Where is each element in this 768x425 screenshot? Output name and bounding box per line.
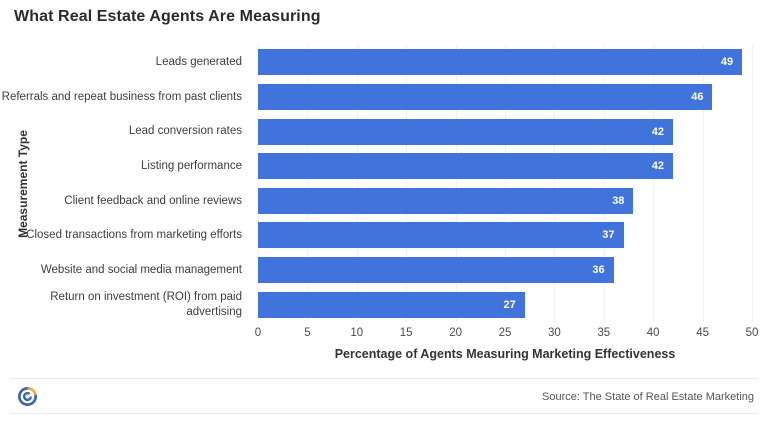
category-label: Client feedback and online reviews: [64, 194, 242, 207]
bar-value-label: 42: [651, 125, 664, 138]
bar: 42: [258, 153, 673, 180]
gridline: [258, 45, 259, 322]
x-tick-label: 5: [304, 327, 311, 339]
bar: 49: [258, 49, 743, 76]
bar-value-label: 46: [691, 90, 704, 103]
x-axis-title: Percentage of Agents Measuring Marketing…: [334, 347, 676, 361]
bar-row: Listing performance 42: [0, 149, 752, 184]
x-tick-label: 15: [399, 327, 413, 339]
bar-value-label: 49: [720, 56, 734, 69]
category-label: Return on investment (ROI) from paid adv…: [50, 291, 242, 318]
chart-title: What Real Estate Agents Are Measuring: [14, 8, 321, 25]
gridlines: [258, 45, 753, 322]
bar-value-label: 36: [592, 264, 605, 277]
bar-rows: Leads generated 49 Referrals and repeat bu…: [0, 45, 752, 322]
bar-row: Client feedback and online reviews 38: [0, 184, 752, 219]
bar-track: 36: [258, 257, 752, 284]
bar-track: 42: [258, 118, 752, 145]
footer-bottom-divider: [10, 413, 758, 414]
bar: 27: [258, 291, 525, 318]
bar: 42: [258, 118, 673, 145]
x-tick-label: 40: [646, 327, 660, 339]
source-text: Source: The State of Real Estate Marketi…: [542, 391, 754, 403]
brand-logo-icon: [18, 387, 37, 406]
category-label: Listing performance: [141, 160, 242, 172]
category-label: Closed transactions from marketing effor…: [26, 229, 242, 242]
gridline: [455, 45, 457, 322]
gridline: [702, 45, 704, 322]
x-tick-label: 45: [696, 327, 709, 339]
gridline: [603, 45, 605, 322]
bar-value-label: 37: [602, 229, 615, 242]
bar-row: Referrals and repeat business from past …: [0, 80, 752, 115]
bar: 46: [258, 83, 713, 110]
bar-track: 27: [258, 291, 752, 318]
gridline: [653, 45, 655, 322]
x-tick-label: 35: [597, 327, 611, 339]
bar-track: 49: [258, 49, 752, 76]
x-tick-label: 50: [745, 327, 759, 339]
bar-row: Leads generated 49: [0, 45, 752, 80]
x-tick-label: 30: [547, 327, 561, 339]
bar-value-label: 27: [503, 298, 516, 311]
bar-row: Lead conversion rates 42: [0, 114, 752, 149]
x-axis-tick-labels: 0 5 10 15 20 25 30 35 40 45 50: [254, 327, 759, 341]
gridline: [752, 45, 753, 322]
gridline: [554, 45, 556, 322]
bar-track: 38: [258, 187, 752, 214]
bar-row: Return on investment (ROI) from paid adv…: [0, 287, 752, 322]
x-tick-label: 20: [449, 327, 462, 339]
bar-row: Closed transactions from marketing effor…: [0, 218, 752, 253]
bar-track: 37: [258, 222, 752, 249]
bar-track: 46: [258, 83, 752, 110]
bar: 37: [258, 222, 624, 249]
bar: 38: [258, 187, 634, 214]
category-label: Lead conversion rates: [128, 125, 242, 138]
category-label: Website and social media management: [40, 263, 242, 276]
category-label: Referrals and repeat business from past …: [1, 90, 242, 103]
gridline: [406, 45, 408, 322]
bar-value-label: 42: [651, 160, 664, 173]
x-tick-label: 25: [498, 327, 512, 339]
x-tick-label: 10: [350, 327, 364, 339]
bar-track: 42: [258, 153, 752, 180]
category-label: Leads generated: [155, 56, 242, 69]
bar: 36: [258, 257, 614, 284]
gridline: [356, 45, 358, 322]
gridline: [505, 45, 506, 322]
bar-row: Website and social media management 36: [0, 253, 752, 288]
footer-top-divider: [10, 378, 758, 379]
bar-value-label: 38: [612, 194, 625, 207]
plot-area: [258, 45, 753, 322]
gridline: [307, 45, 309, 322]
x-tick-label: 0: [254, 327, 262, 339]
